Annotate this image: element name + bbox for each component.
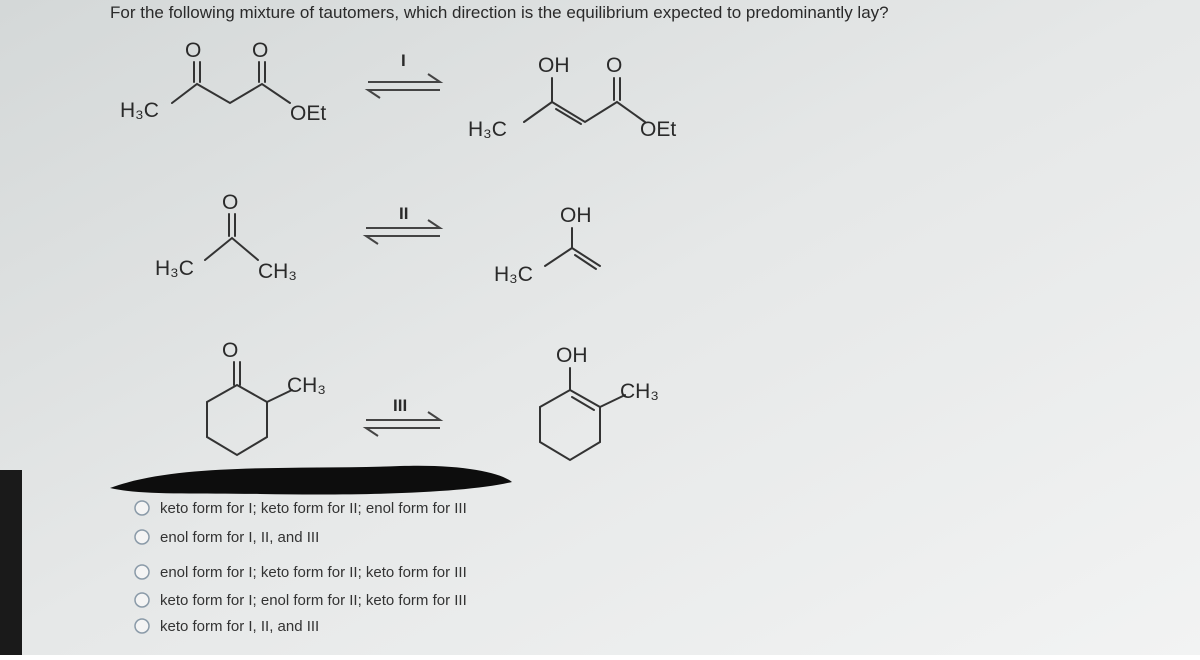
atom: H₃C [155,257,194,280]
molecule-3-left: O CH₃ [206,339,326,457]
radio-button[interactable] [134,529,150,545]
atom: H₃C [494,263,533,286]
atom: O [252,39,268,62]
atom: CH₃ [620,380,659,403]
atom: CH₃ [287,374,326,397]
radio-button[interactable] [134,500,150,516]
atom: OEt [290,102,326,125]
option-text[interactable]: keto form for I; enol form for II; keto … [160,592,467,609]
atom: OH [538,54,570,77]
redaction [110,465,512,495]
molecule-2-left: O H₃C CH₃ [155,191,297,283]
molecule-1-left: O O H₃C OEt [120,39,326,125]
atom: OEt [640,118,676,141]
bezel [0,470,22,655]
atom: O [185,39,201,62]
atom: OH [556,344,588,367]
radio-button[interactable] [134,564,150,580]
molecule-3-right: OH CH₃ [539,344,659,462]
reaction-label: II [399,204,408,223]
option-text[interactable]: enol form for I; keto form for II; keto … [160,564,467,581]
options: keto form for I; keto form for II; enol … [134,500,467,635]
atom: CH₃ [258,260,297,283]
reaction-label: III [393,396,407,415]
question: For the following mixture of tautomers, … [110,3,889,22]
equilibrium-arrow [362,219,444,245]
option-text[interactable]: enol form for I, II, and III [160,529,319,546]
atom: O [222,339,238,362]
equilibrium-arrow [364,73,444,99]
atom: O [606,54,622,77]
atom: H₃C [120,99,159,122]
option-text[interactable]: keto form for I, II, and III [160,618,319,635]
atom: O [222,191,238,214]
equilibrium-arrow [362,411,444,437]
molecule-2-right: OH H₃C [494,204,601,286]
reaction-label: I [401,51,406,70]
radio-button[interactable] [134,618,150,634]
atom: OH [560,204,592,227]
option-text[interactable]: keto form for I; keto form for II; enol … [160,500,467,517]
molecule-1-right: OH O H₃C OEt [468,54,676,141]
radio-button[interactable] [134,592,150,608]
atom: H₃C [468,118,507,141]
